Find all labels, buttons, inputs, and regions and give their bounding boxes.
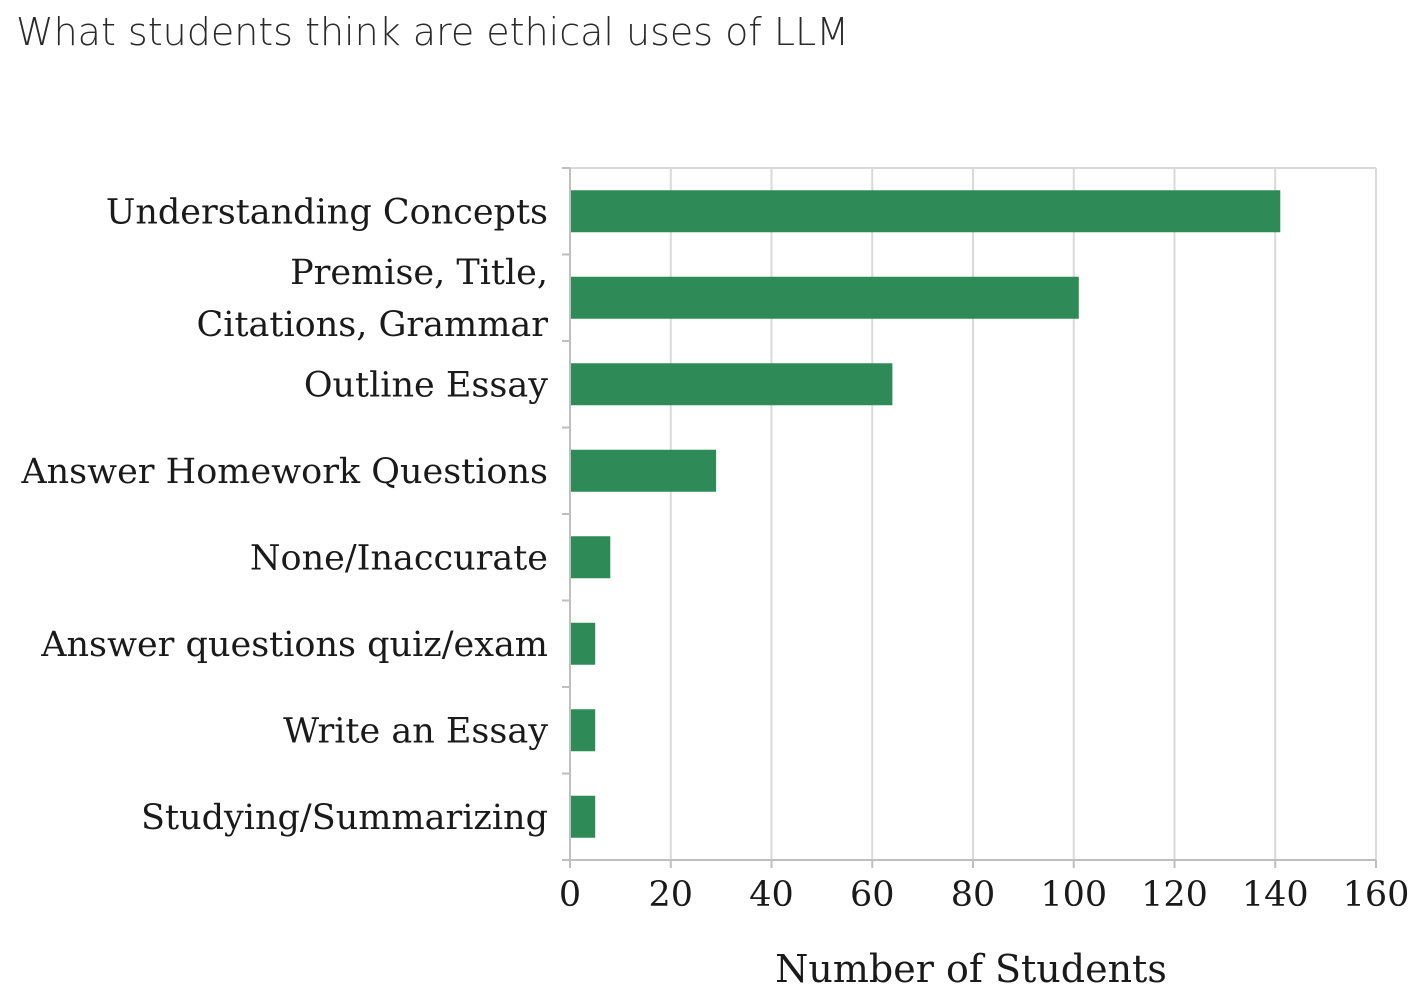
x-tick-label: 140 bbox=[1242, 875, 1309, 915]
bar bbox=[571, 709, 596, 752]
chart-title: What students think are ethical uses of … bbox=[16, 10, 850, 54]
bar bbox=[571, 449, 717, 492]
category-label: None/Inaccurate bbox=[250, 538, 548, 578]
category-label-line: Write an Essay bbox=[283, 711, 548, 751]
category-label: Answer questions quiz/exam bbox=[40, 625, 548, 665]
x-tick-labels: 0 20 40 60 80 100 120 140 160 bbox=[559, 875, 1410, 915]
category-label-line: Citations, Grammar bbox=[196, 305, 548, 345]
category-label: Answer Homework Questions bbox=[20, 452, 548, 492]
bar bbox=[571, 276, 1079, 319]
x-tick-label: 60 bbox=[850, 875, 895, 915]
x-tick-label: 160 bbox=[1343, 875, 1410, 915]
category-labels: Understanding Concepts Premise, Title, Cit… bbox=[20, 192, 548, 838]
x-tick-label: 20 bbox=[648, 875, 693, 915]
bar bbox=[571, 363, 893, 406]
x-tick-label: 100 bbox=[1040, 875, 1107, 915]
bar bbox=[571, 795, 596, 838]
x-tick-label: 40 bbox=[749, 875, 794, 915]
category-label-line: Answer Homework Questions bbox=[20, 452, 548, 492]
bars bbox=[571, 190, 1281, 838]
category-label: Studying/Summarizing bbox=[141, 798, 548, 838]
x-tick-label: 0 bbox=[559, 875, 581, 915]
category-label-line: Premise, Title, bbox=[290, 253, 548, 293]
x-axis-label: Number of Students bbox=[775, 947, 1167, 991]
category-label-line: Answer questions quiz/exam bbox=[40, 625, 548, 665]
category-label-line: Studying/Summarizing bbox=[141, 798, 548, 838]
category-label-line: Understanding Concepts bbox=[106, 192, 548, 232]
category-label: Understanding Concepts bbox=[106, 192, 548, 232]
bar bbox=[571, 190, 1281, 233]
category-label: Outline Essay bbox=[304, 365, 548, 405]
category-label-line: None/Inaccurate bbox=[250, 538, 548, 578]
bar bbox=[571, 622, 596, 665]
axes bbox=[562, 167, 1377, 868]
category-label: Write an Essay bbox=[283, 711, 548, 751]
category-label: Premise, Title, Citations, Grammar bbox=[196, 253, 548, 345]
category-label-line: Outline Essay bbox=[304, 365, 548, 405]
grid-lines bbox=[570, 167, 1377, 860]
bar bbox=[571, 536, 611, 579]
x-tick-label: 120 bbox=[1141, 875, 1208, 915]
x-tick-label: 80 bbox=[951, 875, 996, 915]
